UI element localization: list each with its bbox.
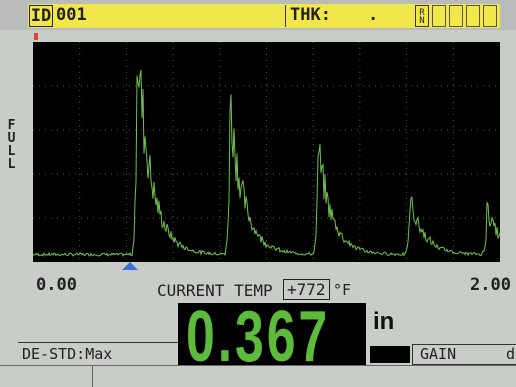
status-strip <box>28 4 500 28</box>
waveform <box>33 42 500 262</box>
id-value: 001 <box>56 5 87 25</box>
gain-value: d <box>506 345 516 363</box>
waveform-bg <box>33 42 500 262</box>
thickness-box <box>178 303 366 366</box>
flags: RN <box>415 5 429 27</box>
thk-label: THK: <box>290 5 331 25</box>
x-end: 2.00 <box>470 275 511 295</box>
gain-side-label: FULL <box>4 118 19 170</box>
flag-box <box>466 5 480 27</box>
gain-frame <box>412 344 516 365</box>
id-label: ID <box>29 5 53 27</box>
temp-label: CURRENT TEMP <box>157 281 273 300</box>
rule <box>0 365 516 366</box>
thk-value: . <box>368 5 379 25</box>
rule <box>92 366 93 387</box>
grid <box>33 42 500 262</box>
flag-box <box>449 5 463 27</box>
gate-marker <box>122 262 138 270</box>
flag-box <box>483 5 497 27</box>
mode: DE-STD:Max <box>22 345 113 363</box>
gain-box <box>370 346 410 363</box>
gain-label: GAIN <box>420 345 457 363</box>
x-start: 0.00 <box>36 275 77 295</box>
thickness: 0.367 <box>186 297 331 377</box>
unit: in <box>373 308 395 335</box>
rule <box>18 342 178 343</box>
divider <box>285 5 286 27</box>
marker <box>34 33 38 40</box>
temp-unit: °F <box>333 281 352 299</box>
signal <box>33 69 500 257</box>
temp-value: +772 <box>283 279 330 300</box>
flag-box <box>432 5 446 27</box>
